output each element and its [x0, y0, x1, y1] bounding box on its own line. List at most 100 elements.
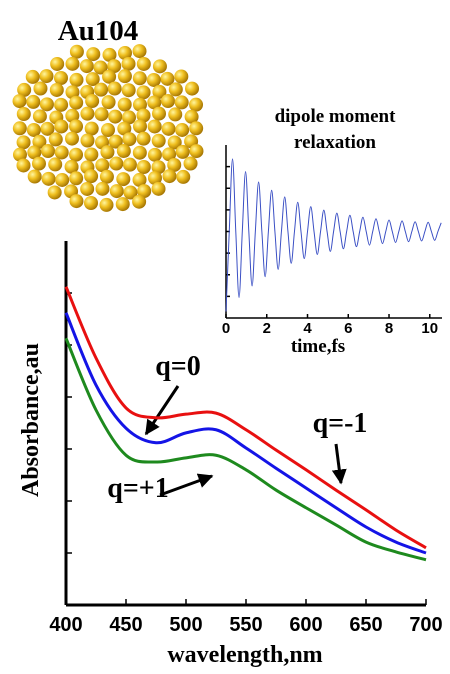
atom — [84, 169, 99, 184]
atom — [99, 169, 114, 184]
x-tick-label: 400 — [49, 614, 82, 636]
atom — [69, 171, 84, 186]
atom — [32, 134, 47, 149]
atom — [102, 47, 117, 62]
x-tick-label: 500 — [169, 614, 202, 636]
atom — [184, 109, 199, 124]
atom — [151, 181, 166, 196]
atom — [50, 56, 65, 71]
atom — [27, 145, 42, 160]
atom — [31, 156, 46, 171]
atom — [33, 81, 48, 96]
data-line — [64, 337, 427, 562]
atom — [136, 131, 151, 146]
atom — [162, 147, 177, 162]
atom — [189, 144, 204, 159]
inset-title: dipole moment relaxation — [274, 106, 396, 153]
atom — [55, 172, 70, 187]
atom — [167, 157, 182, 172]
atom — [69, 95, 84, 110]
arrow — [331, 443, 347, 485]
atom — [41, 171, 56, 186]
data-line — [64, 312, 427, 555]
atom — [132, 97, 147, 112]
atom — [54, 97, 69, 112]
atom — [93, 60, 108, 75]
atom — [17, 82, 32, 97]
atom — [107, 59, 122, 74]
atom — [94, 82, 109, 97]
atom — [109, 156, 124, 171]
atom — [80, 106, 95, 121]
atom — [175, 122, 190, 137]
atom — [174, 95, 189, 110]
x-tick-label: 10 — [421, 320, 438, 337]
atom — [185, 81, 200, 96]
atom — [101, 123, 115, 137]
x-axis-label: time,fs — [291, 336, 345, 357]
atom — [16, 107, 31, 122]
atom — [168, 107, 183, 122]
atom — [147, 119, 162, 134]
data-line — [64, 286, 427, 550]
atom — [16, 158, 31, 173]
atom — [39, 97, 54, 112]
atom — [137, 184, 152, 199]
atom — [115, 197, 130, 212]
atom — [85, 72, 100, 87]
atom — [132, 172, 147, 187]
atom — [132, 194, 147, 209]
atom — [25, 69, 40, 84]
atom — [49, 82, 64, 97]
atom — [136, 160, 151, 175]
atom — [136, 56, 151, 71]
series-label: q=-1 — [313, 408, 368, 439]
atom — [108, 134, 123, 149]
atom — [102, 69, 117, 84]
atom — [99, 197, 114, 212]
atom — [41, 144, 56, 159]
atom — [152, 59, 167, 74]
atom — [65, 85, 80, 100]
atom — [12, 147, 27, 162]
atom — [108, 109, 123, 124]
atom — [136, 85, 151, 100]
data-line — [225, 158, 442, 312]
atom — [147, 95, 162, 110]
atom — [84, 196, 99, 211]
atom — [47, 185, 62, 200]
atom — [65, 108, 80, 123]
atom — [152, 84, 167, 99]
atom — [54, 119, 69, 134]
atom — [132, 119, 147, 134]
atom — [26, 94, 41, 109]
atom — [39, 69, 54, 84]
atom — [12, 121, 27, 136]
arrow — [144, 385, 180, 436]
atom — [80, 181, 95, 196]
x-tick-label: 0 — [222, 320, 230, 337]
atom — [86, 47, 101, 62]
atom — [151, 133, 166, 148]
atom — [117, 69, 132, 84]
atom — [101, 95, 116, 110]
x-tick-label: 650 — [349, 614, 382, 636]
atom — [54, 71, 69, 86]
atom — [69, 147, 84, 162]
atom — [27, 169, 42, 184]
atom — [100, 145, 115, 160]
atom — [117, 97, 132, 112]
atom — [123, 185, 138, 200]
x-tick-label: 8 — [385, 320, 393, 337]
atom — [174, 69, 189, 84]
atom — [189, 97, 204, 112]
atom — [85, 94, 100, 109]
atom — [69, 194, 84, 209]
series-label: q=+1 — [107, 473, 168, 504]
atom — [64, 159, 79, 174]
x-tick-label: 550 — [229, 614, 262, 636]
atom — [12, 94, 27, 109]
atom — [162, 169, 177, 184]
